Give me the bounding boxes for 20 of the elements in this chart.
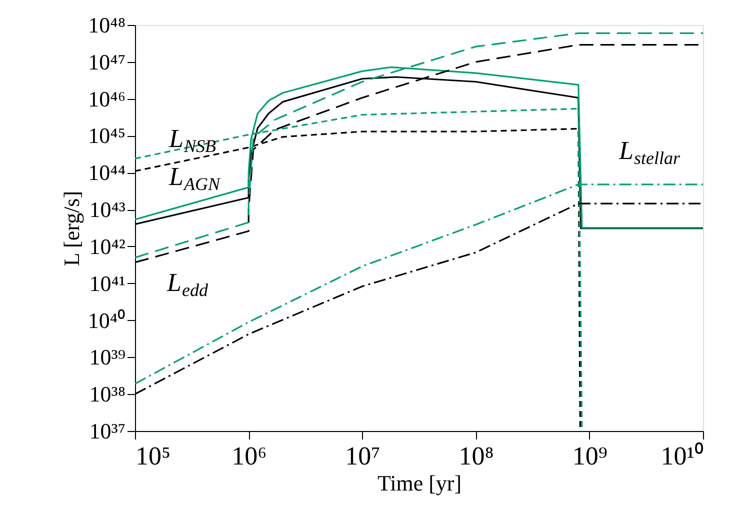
x-tick-label: 10¹⁰ — [660, 442, 704, 470]
y-tick-label: 10³⁷ — [89, 418, 126, 444]
y-tick-label: 10⁴¹ — [89, 270, 126, 296]
x-tick-label: 10⁶ — [232, 442, 267, 470]
x-tick-label: 10⁹ — [572, 442, 608, 470]
y-tick-label: 10⁴³ — [89, 197, 126, 222]
y-tick-label: 10⁴⁴ — [88, 160, 126, 186]
y-tick-label: 10⁴⁰ — [88, 308, 126, 333]
y-tick-label: 10³⁸ — [89, 382, 126, 407]
y-tick-label: 10⁴⁶ — [88, 86, 126, 112]
x-tick-label: 10⁷ — [345, 442, 380, 470]
y-tick-label: 10⁴⁷ — [88, 49, 126, 74]
y-tick-label: 10⁴² — [89, 234, 126, 259]
y-tick-label: 10⁴⁵ — [88, 123, 126, 148]
y-tick-label: 10³⁹ — [89, 344, 126, 370]
x-tick-label: 10⁵ — [136, 442, 171, 470]
x-axis-title: Time [yr] — [377, 470, 462, 496]
y-axis-title: L [erg/s] — [58, 190, 84, 266]
y-tick-label: 10⁴⁸ — [88, 12, 126, 38]
x-tick-label: 10⁸ — [458, 442, 494, 470]
